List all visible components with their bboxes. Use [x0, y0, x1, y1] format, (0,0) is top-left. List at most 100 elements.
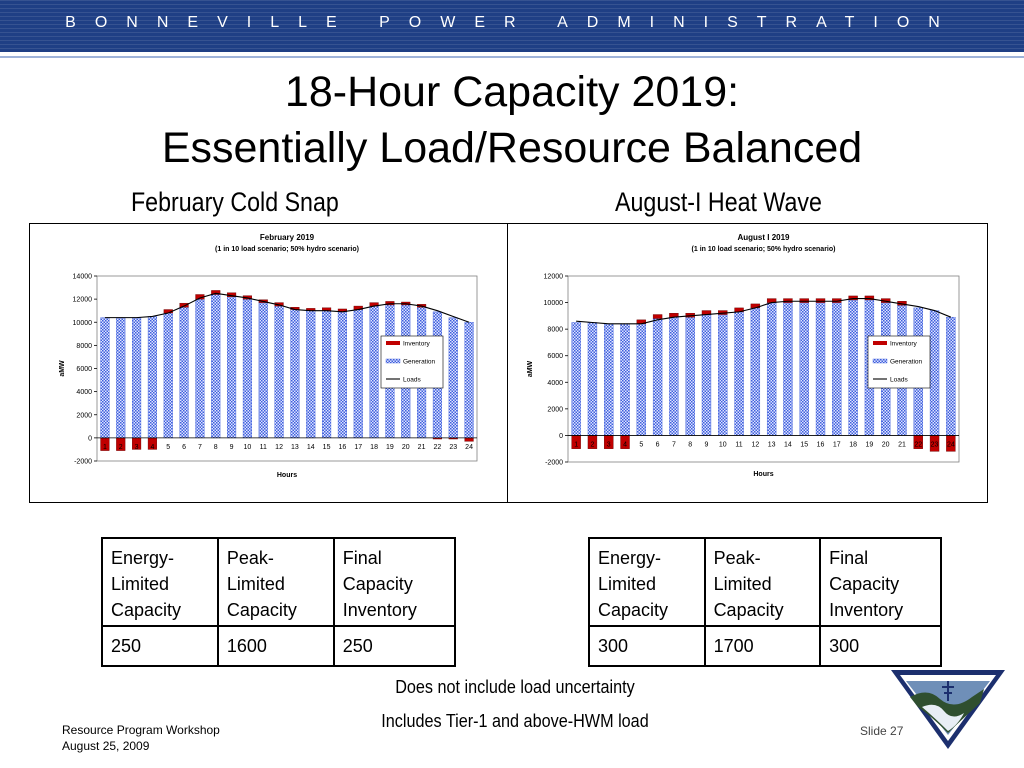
generation-bar [464, 322, 474, 439]
header-line: Capacity [226, 600, 297, 620]
generation-bar [766, 302, 777, 436]
loads-line [104, 292, 470, 323]
slide-title-line2: Essentially Load/Resource Balanced [161, 124, 863, 172]
inventory-bar [652, 314, 663, 319]
plot-area [567, 275, 960, 463]
note-tier1: Includes Tier-1 and above-HWM load [381, 711, 649, 731]
x-tick-label: 2 [119, 444, 123, 451]
y-tick-label: -2000 [74, 459, 92, 466]
generation-bar [258, 302, 268, 439]
x-tick-label: 24 [465, 444, 473, 451]
x-tick-label: 21 [898, 441, 906, 448]
chart-title: August I 2019 [737, 233, 790, 242]
x-axis-label: Hours [753, 471, 773, 478]
x-tick-label: 15 [323, 444, 331, 451]
x-tick-label: 20 [882, 441, 890, 448]
table-header-row: Energy- Limited Capacity Peak- Limited Capaci… [101, 537, 457, 627]
x-tick-label: 10 [719, 441, 727, 448]
x-tick-label: 19 [386, 444, 394, 451]
generation-bar [290, 309, 300, 439]
x-tick-label: 14 [307, 444, 315, 451]
generation-bar [799, 302, 809, 436]
x-tick-label: 17 [354, 444, 362, 451]
header-final-capacity-inventory: Final Capacity Inventory [819, 537, 942, 627]
legend-label: Inventory [890, 341, 917, 348]
header-peak-limited-capacity: Peak- Limited Capacity [216, 537, 335, 627]
x-tick-label: 1 [574, 441, 578, 448]
inventory-bar [848, 295, 858, 301]
february-capacity-table: Energy- Limited Capacity Peak- Limited Capaci… [101, 537, 457, 667]
table-header-row: Energy- Limited Capacity Peak- Limited Capaci… [588, 537, 942, 627]
y-axis-label: aMW [59, 360, 66, 377]
footer-workshop: Resource Program Workshop [62, 723, 220, 737]
header-final-capacity-inventory: Final Capacity Inventory [332, 537, 457, 627]
x-tick-label: 11 [260, 444, 267, 451]
y-tick-label: 2000 [76, 412, 92, 419]
y-tick-label: 8000 [76, 343, 92, 350]
y-tick-label: 4000 [76, 389, 92, 396]
y-tick-label: -2000 [545, 460, 563, 467]
x-tick-label: 10 [244, 444, 252, 451]
x-tick-label: 18 [370, 444, 378, 451]
legend-label: Loads [890, 377, 908, 384]
header-energy-limited-capacity: Energy- Limited Capacity [588, 537, 706, 627]
generation-bar [195, 298, 205, 439]
generation-bar [306, 310, 316, 439]
y-tick-label: 6000 [76, 366, 92, 373]
generation-bar [337, 311, 347, 439]
generation-bar [832, 302, 842, 436]
header-line: Inventory [342, 600, 417, 620]
x-tick-label: 7 [672, 441, 676, 448]
chart-title: February 2019 [260, 233, 315, 242]
x-axis-label: Hours [277, 472, 297, 479]
generation-bar [946, 316, 956, 436]
x-tick-label: 21 [418, 444, 426, 451]
slide-title-line1: 18-Hour Capacity 2019: [284, 68, 740, 116]
generation-bar [604, 323, 614, 436]
x-tick-label: 15 [800, 441, 808, 448]
generation-bar [685, 316, 695, 436]
inventory-bar [815, 298, 826, 303]
y-tick-label: 8000 [547, 327, 563, 334]
inventory-bar [864, 295, 875, 301]
header-line: Limited [713, 574, 772, 594]
generation-bar [274, 305, 284, 439]
inventory-bar [783, 298, 793, 303]
x-tick-label: 6 [182, 444, 186, 451]
generation-bar [701, 314, 712, 436]
generation-bar [211, 294, 221, 439]
footer-date: August 25, 2009 [62, 739, 150, 753]
value-final-capacity-inventory: 300 [819, 625, 942, 667]
header-line: Peak- [713, 548, 761, 568]
legend-label: Generation [890, 359, 923, 366]
february-chart: February 2019 (1 in 10 load scenario; 50%… [59, 233, 478, 479]
generation-bar [734, 311, 744, 436]
x-tick-label: 23 [449, 444, 457, 451]
header-line: Energy- [598, 548, 662, 568]
x-tick-label: 12 [751, 441, 759, 448]
x-tick-label: 16 [339, 444, 347, 451]
generation-bar [783, 302, 793, 436]
banner-text: BONNEVILLE POWER ADMINISTRATION [65, 14, 959, 31]
generation-bar [718, 314, 728, 436]
generation-bar [132, 317, 142, 439]
value-energy-limited-capacity: 250 [101, 625, 219, 667]
header-line: Capacity [598, 600, 669, 620]
y-tick-label: 0 [88, 435, 92, 442]
table-value-row: 300 1700 300 [588, 625, 942, 667]
header-line: Energy- [111, 548, 175, 568]
x-tick-label: 18 [849, 441, 857, 448]
x-tick-label: 13 [291, 444, 299, 451]
generation-bar [669, 316, 679, 436]
generation-bar [929, 310, 940, 436]
x-tick-label: 12 [275, 444, 283, 451]
august-chart-panel: August I 2019 (1 in 10 load scenario; 50%… [507, 223, 988, 503]
legend-swatch-generation [385, 358, 401, 364]
header-energy-limited-capacity: Energy- Limited Capacity [101, 537, 219, 627]
x-tick-label: 2 [590, 441, 594, 448]
generation-bar [116, 317, 126, 439]
generation-bar [163, 312, 173, 439]
legend-swatch-inventory [386, 341, 400, 345]
chart-subtitle: (1 in 10 load scenario; 50% hydro scenar… [215, 246, 359, 253]
x-tick-label: 3 [607, 441, 611, 448]
